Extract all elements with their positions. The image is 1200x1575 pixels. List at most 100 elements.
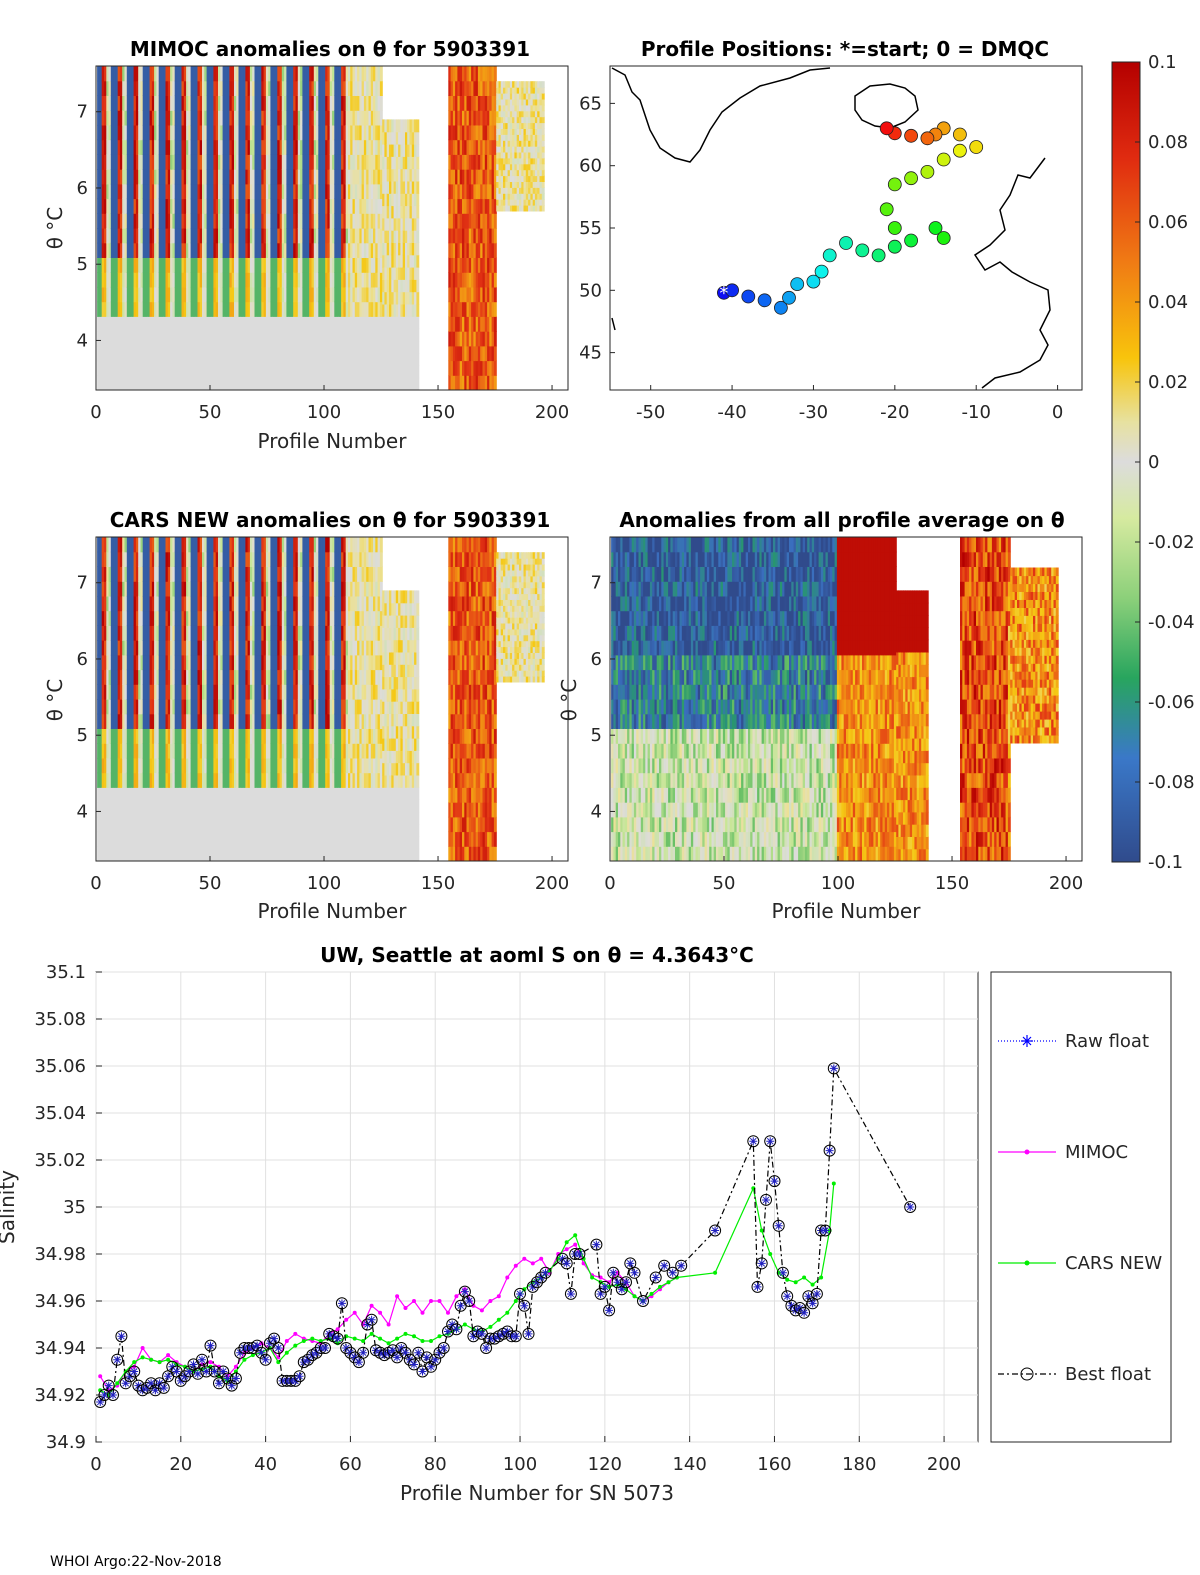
heat-cell [393, 316, 397, 330]
heat-cell [537, 169, 541, 177]
heat-cell [131, 566, 135, 582]
heat-cell [318, 272, 322, 288]
heat-cell [343, 331, 347, 347]
heat-cell [313, 169, 317, 185]
heat-cell [186, 95, 189, 111]
heat-cell [348, 272, 351, 288]
heat-cell [183, 124, 187, 141]
heat-cell [327, 301, 331, 317]
heat-cell [530, 93, 534, 100]
heat-cell [284, 301, 287, 317]
heat-cell [279, 198, 283, 214]
heat-cell [192, 198, 196, 214]
heat-cell [452, 183, 456, 200]
heat-cell [507, 193, 511, 200]
heat-cell [197, 139, 201, 155]
heat-cell [464, 154, 468, 170]
heat-cell [192, 124, 196, 141]
heat-cell [348, 228, 351, 244]
heat-cell [186, 66, 189, 82]
heat-cell [158, 66, 162, 82]
heat-cell [202, 80, 205, 96]
heat-cell [329, 272, 333, 288]
heat-cell [534, 199, 538, 206]
heat-cell [375, 331, 379, 347]
heat-cell [206, 375, 210, 390]
heat-cell [409, 144, 413, 157]
heat-cell [195, 316, 199, 332]
heat-cell [186, 360, 189, 376]
y-tick-label: 45 [579, 343, 602, 364]
heat-cell [532, 199, 536, 206]
heat-cell [140, 684, 144, 700]
heat-cell [156, 345, 160, 362]
heat-cell [462, 316, 465, 332]
heat-cell [473, 213, 477, 229]
heat-cell [466, 316, 470, 332]
heat-cell [176, 375, 180, 390]
heat-cell [297, 110, 301, 126]
heat-cell [402, 328, 406, 342]
heat-cell [530, 128, 534, 135]
heat-cell [400, 291, 404, 305]
heat-cell [455, 360, 458, 376]
heat-cell [409, 217, 413, 231]
heat-cell [329, 110, 333, 126]
heat-cell [256, 124, 260, 141]
heat-cell [138, 301, 142, 317]
heat-cell [293, 213, 297, 229]
heat-cell [539, 122, 543, 129]
heat-cell [220, 286, 224, 303]
heat-cell [147, 154, 151, 170]
heat-cell [279, 316, 283, 332]
heat-cell [165, 640, 169, 656]
heat-cell [523, 140, 527, 147]
heat-cell [514, 93, 518, 100]
heat-cell [334, 286, 338, 303]
y-tick-label: 4 [77, 330, 88, 351]
heat-cell [113, 831, 116, 847]
heat-cell [534, 122, 538, 129]
heat-cell [113, 669, 116, 685]
heat-cell [306, 110, 310, 126]
heat-cell [256, 198, 260, 214]
heat-cell [468, 242, 472, 258]
heat-cell [352, 375, 356, 390]
heat-cell [291, 213, 294, 229]
heat-cell [126, 802, 130, 818]
heat-cell [341, 257, 344, 273]
heat-cell [154, 595, 157, 612]
heat-cell [108, 846, 112, 861]
heat-cell [361, 110, 365, 126]
heat-cell [409, 377, 413, 390]
heat-cell [484, 169, 488, 185]
heat-cell [101, 183, 105, 200]
heat-cell [158, 684, 162, 700]
heat-cell [227, 242, 230, 258]
heat-cell [122, 375, 126, 390]
heat-cell [270, 272, 274, 288]
heat-cell [170, 198, 173, 214]
heat-cell [115, 787, 119, 803]
heat-cell [256, 360, 260, 376]
heat-cell [247, 301, 251, 317]
heat-cell [354, 198, 358, 214]
heat-cell [327, 286, 331, 303]
heat-cell [256, 154, 260, 170]
heat-cell [541, 187, 545, 194]
heat-cell [179, 610, 183, 626]
heat-cell [215, 316, 219, 332]
heat-cell [389, 377, 392, 390]
heat-cell [99, 139, 103, 155]
heat-cell [124, 228, 128, 244]
heat-cell [115, 80, 119, 96]
heat-cell [161, 169, 164, 185]
heat-cell [507, 93, 511, 100]
heat-cell [281, 345, 285, 362]
heat-cell [183, 169, 187, 185]
heat-cell [122, 154, 126, 170]
heat-cell [142, 213, 146, 229]
heat-cell [261, 272, 265, 288]
heat-cell [384, 303, 388, 317]
heat-cell [480, 66, 484, 82]
